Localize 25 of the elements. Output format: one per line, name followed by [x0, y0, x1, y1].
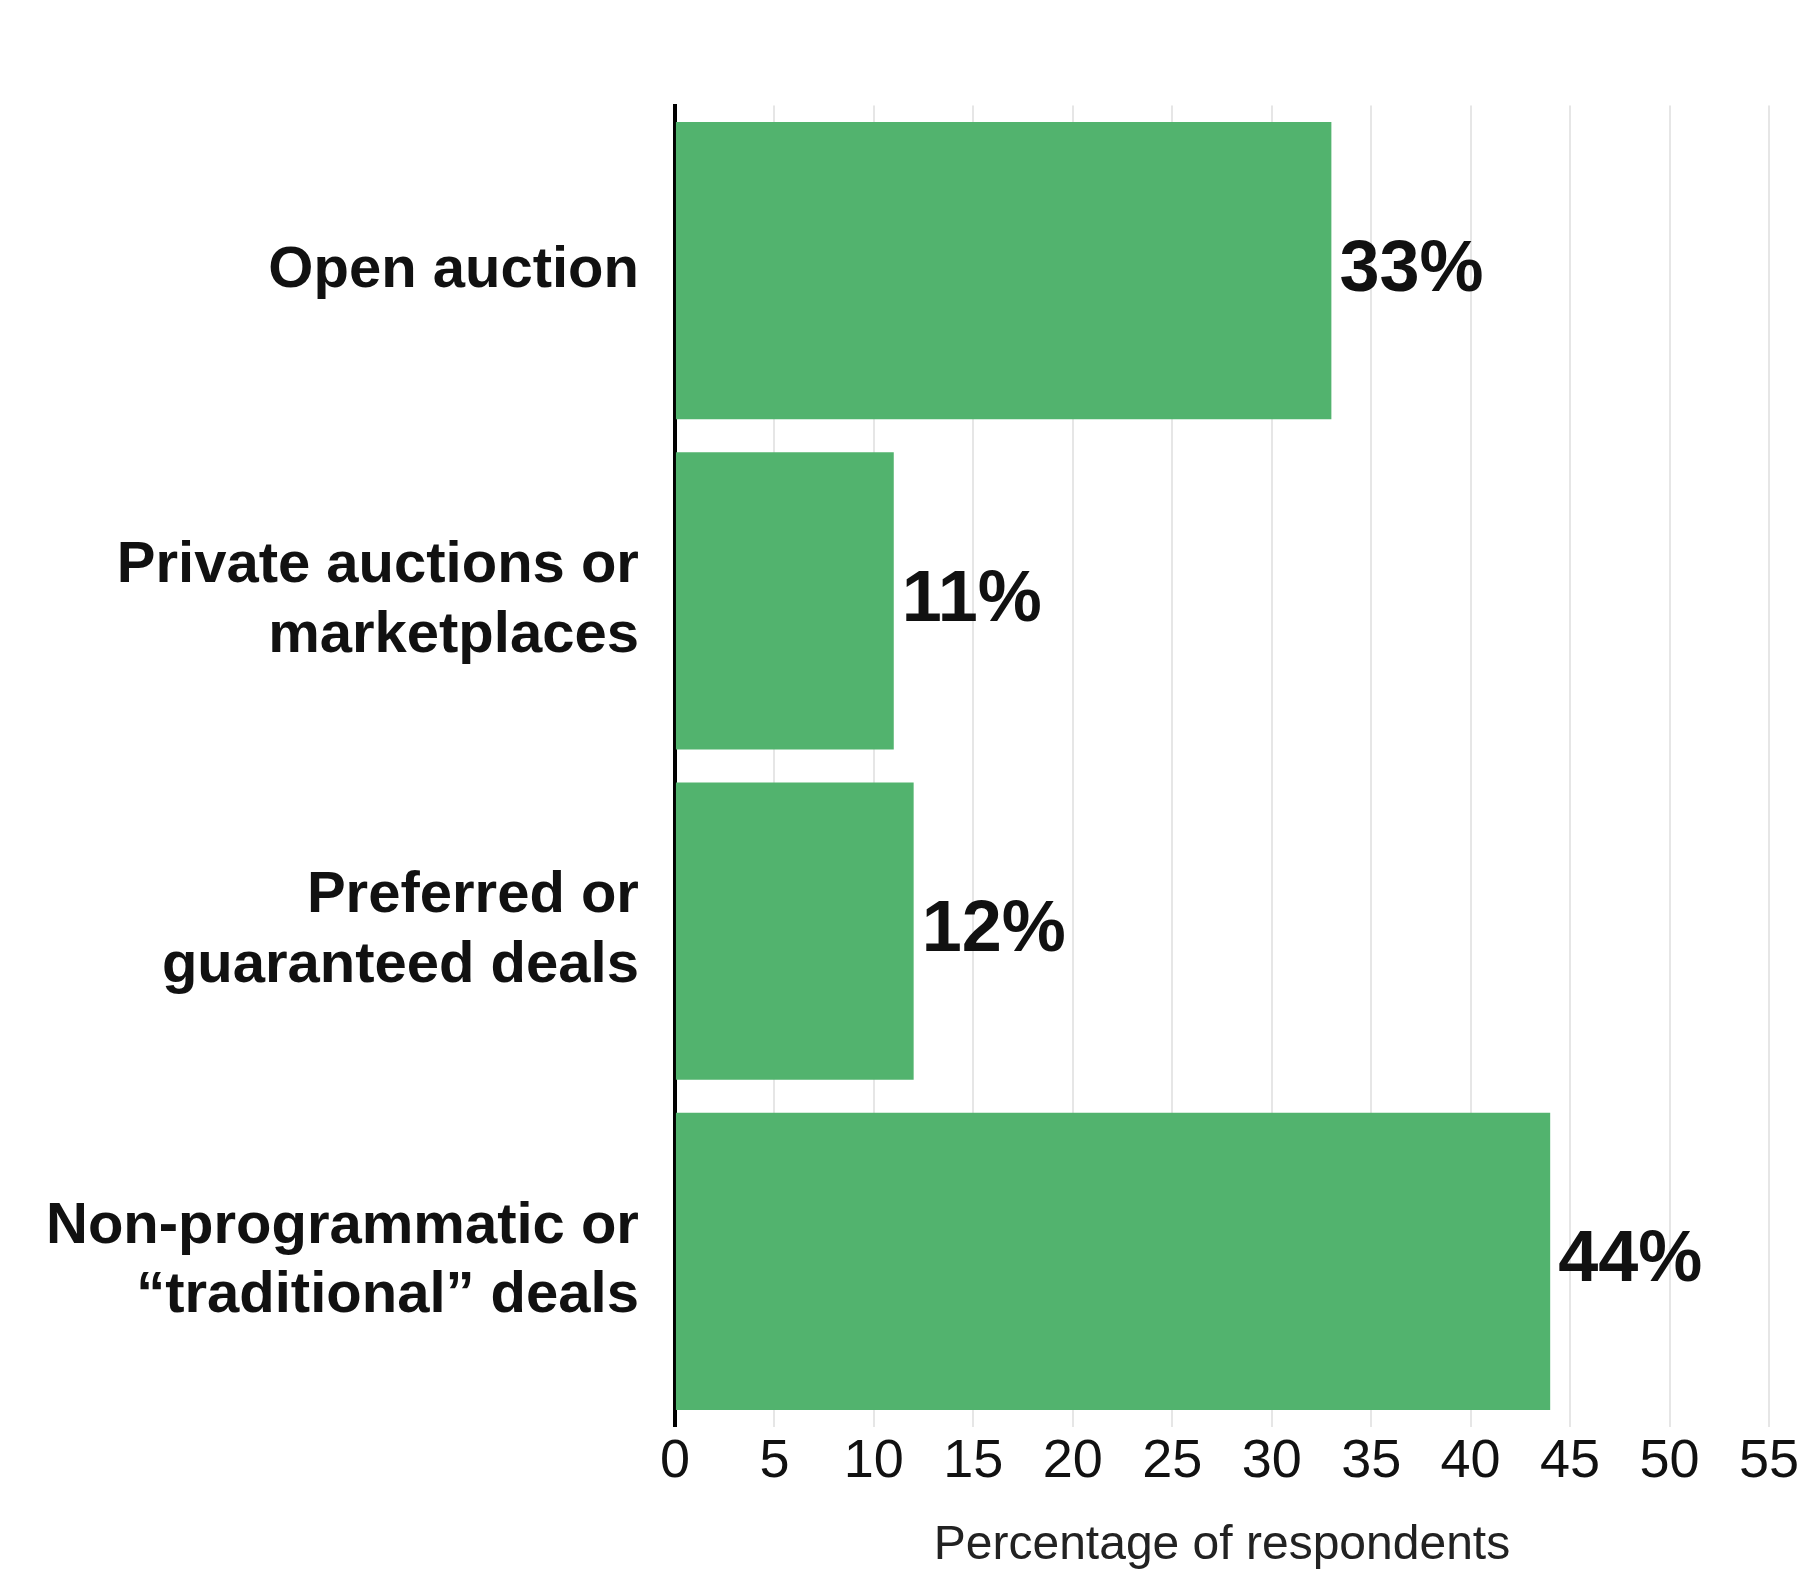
- data-label: 11%: [901, 555, 1042, 636]
- y-tick-label: Private auctions or marketplaces: [116, 529, 639, 664]
- y-tick-label: Non-programmatic or “traditional” deals: [45, 1189, 639, 1325]
- x-tick-label: 20: [1042, 1427, 1103, 1488]
- x-tick-label: 45: [1540, 1427, 1601, 1488]
- x-tick-label: 15: [943, 1427, 1004, 1488]
- x-tick-label: 50: [1639, 1427, 1700, 1488]
- data-label: 12%: [921, 886, 1066, 967]
- x-tick-label: 35: [1341, 1427, 1402, 1488]
- bar: [675, 452, 894, 750]
- y-tick-label: Open auction: [268, 233, 639, 299]
- x-tick-label: 25: [1142, 1427, 1203, 1488]
- x-tick-label: 5: [759, 1427, 790, 1488]
- x-tick-label: 55: [1738, 1427, 1800, 1488]
- data-label: 44%: [1558, 1216, 1703, 1297]
- x-tick-label: 40: [1440, 1427, 1501, 1488]
- x-tick-label: 10: [843, 1427, 904, 1488]
- x-tick-label: 30: [1241, 1427, 1302, 1488]
- bar: [675, 1112, 1551, 1411]
- x-axis-title: Percentage of respondents: [933, 1516, 1511, 1570]
- bar: [675, 122, 1332, 420]
- data-label: 33%: [1339, 225, 1484, 306]
- y-tick-label: Preferred or guaranteed deals: [161, 859, 639, 995]
- bar: [675, 782, 914, 1080]
- x-tick-label: 0: [659, 1427, 690, 1488]
